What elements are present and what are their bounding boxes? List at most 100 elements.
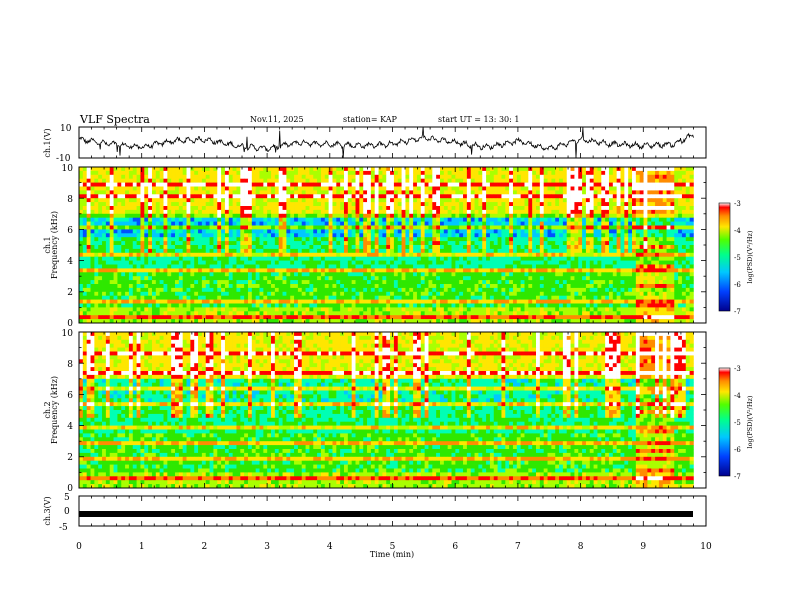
spectrogram-cell bbox=[685, 202, 690, 207]
spectrogram-cell bbox=[347, 170, 352, 176]
spectrogram-cell bbox=[632, 209, 637, 215]
spectrogram-cell bbox=[632, 182, 637, 187]
spectrogram-cell bbox=[201, 241, 207, 246]
spectrogram-cell bbox=[386, 198, 391, 203]
spectrogram-cell bbox=[655, 178, 660, 183]
spectrogram-cell bbox=[589, 217, 594, 222]
spectrogram-cell bbox=[278, 167, 283, 172]
spectrogram-cell bbox=[113, 186, 118, 191]
spectrogram-cell bbox=[90, 217, 95, 222]
spectrogram-cell bbox=[470, 178, 475, 183]
spectrogram-cell bbox=[198, 237, 203, 242]
spectrogram-cell bbox=[416, 284, 422, 289]
spectrogram-cell bbox=[451, 225, 456, 230]
spectrogram-cell bbox=[132, 190, 137, 195]
ch1-ytick-top: 10 bbox=[60, 124, 72, 134]
spectrogram-cell bbox=[255, 268, 260, 273]
spectrogram-cell bbox=[536, 272, 541, 277]
spectrogram-cell bbox=[666, 178, 671, 183]
spectrogram-cell bbox=[532, 225, 537, 230]
spectrogram-cell bbox=[532, 248, 537, 254]
spectrogram-cell bbox=[574, 276, 579, 281]
spectrogram-cell bbox=[570, 221, 575, 226]
spectrogram-cell bbox=[271, 194, 276, 199]
spectrogram-cell bbox=[79, 182, 84, 187]
spectrogram-cell bbox=[90, 206, 95, 211]
spectrogram-cell bbox=[582, 229, 587, 234]
spectrogram-cell bbox=[102, 221, 107, 226]
spectrogram-cell bbox=[194, 206, 199, 211]
spectrogram-cell bbox=[405, 248, 410, 254]
spectrogram-cell bbox=[455, 198, 460, 203]
spectrogram-cell bbox=[474, 178, 479, 183]
spectrogram-cell bbox=[378, 252, 383, 257]
spectrogram-cell bbox=[566, 233, 571, 238]
spectrogram-cell bbox=[512, 237, 518, 242]
spectrogram-cell bbox=[635, 202, 640, 207]
spectrogram-cell bbox=[240, 237, 245, 242]
spectrogram-cell bbox=[585, 241, 591, 246]
spectrogram-cell bbox=[597, 264, 602, 269]
spectrogram-cell bbox=[374, 225, 379, 230]
spectrogram-cell bbox=[86, 209, 91, 215]
spectrogram-cell bbox=[259, 213, 264, 218]
spectrogram-cell bbox=[320, 167, 326, 172]
spectrogram-cell bbox=[224, 272, 230, 277]
spectrogram-cell bbox=[370, 209, 376, 215]
spectrogram-cell bbox=[589, 178, 594, 183]
spectrogram-cell bbox=[420, 202, 425, 207]
spectrogram-cell bbox=[297, 260, 303, 265]
spectrogram-cell bbox=[271, 237, 276, 242]
spectrogram-cell bbox=[589, 280, 594, 285]
spectrogram-cell bbox=[363, 280, 368, 285]
spectrogram-cell bbox=[447, 276, 452, 281]
spectrogram-cell bbox=[374, 209, 379, 215]
spectrogram-cell bbox=[574, 206, 579, 211]
spectrogram-cell bbox=[301, 260, 306, 265]
spectrogram-cell bbox=[505, 170, 510, 176]
spectrogram-cell bbox=[317, 167, 322, 172]
spectrogram-cell bbox=[374, 241, 379, 246]
spectrogram-cell bbox=[167, 170, 172, 176]
spectrogram-cell bbox=[670, 209, 675, 215]
spectrogram-cell bbox=[328, 178, 333, 183]
spectrogram-cell bbox=[274, 198, 279, 203]
spectrogram-cell bbox=[378, 256, 383, 261]
spectrogram-cell bbox=[447, 248, 452, 254]
spectrogram-cell bbox=[167, 198, 172, 203]
spectrogram-cell bbox=[186, 229, 191, 234]
spectrogram-cell bbox=[363, 233, 368, 238]
spectrogram-cell bbox=[459, 174, 464, 179]
spectrogram-cell bbox=[301, 202, 306, 207]
spectrogram-cell bbox=[117, 268, 122, 273]
spectrogram-cell bbox=[432, 170, 437, 176]
spectrogram-cell bbox=[274, 260, 279, 265]
spectrogram-cell bbox=[255, 237, 260, 242]
spectrogram-cell bbox=[286, 268, 291, 273]
spectrogram-cell bbox=[685, 190, 690, 195]
spectrogram-cell bbox=[397, 252, 402, 257]
spectrogram-cell bbox=[689, 268, 694, 273]
spectrogram-cell bbox=[689, 190, 694, 195]
spectrogram-cell bbox=[566, 167, 571, 172]
spectrogram-cell bbox=[635, 248, 640, 254]
spectrogram-cell bbox=[463, 233, 468, 238]
spectrogram-cell bbox=[355, 182, 360, 187]
spectrogram-cell bbox=[347, 241, 352, 246]
spectrogram-cell bbox=[532, 241, 537, 246]
spectrogram-cell bbox=[566, 280, 571, 285]
spectrogram-cell bbox=[90, 248, 95, 254]
spectrogram-cell bbox=[178, 202, 183, 207]
spectrogram-cell bbox=[605, 186, 610, 191]
spectrogram-cell bbox=[509, 209, 514, 215]
spectrogram-cell bbox=[144, 217, 149, 222]
spectrogram-cell bbox=[182, 170, 187, 176]
spectrogram-cell bbox=[267, 280, 272, 285]
spectrogram-cell bbox=[405, 233, 410, 238]
spectrogram-cell bbox=[440, 248, 445, 254]
spectrogram-cell bbox=[163, 190, 168, 195]
spectrogram-cell bbox=[336, 221, 341, 226]
spectrogram-cell bbox=[393, 237, 399, 242]
spectrogram-cell bbox=[409, 206, 414, 211]
spectrogram-cell bbox=[278, 229, 283, 234]
